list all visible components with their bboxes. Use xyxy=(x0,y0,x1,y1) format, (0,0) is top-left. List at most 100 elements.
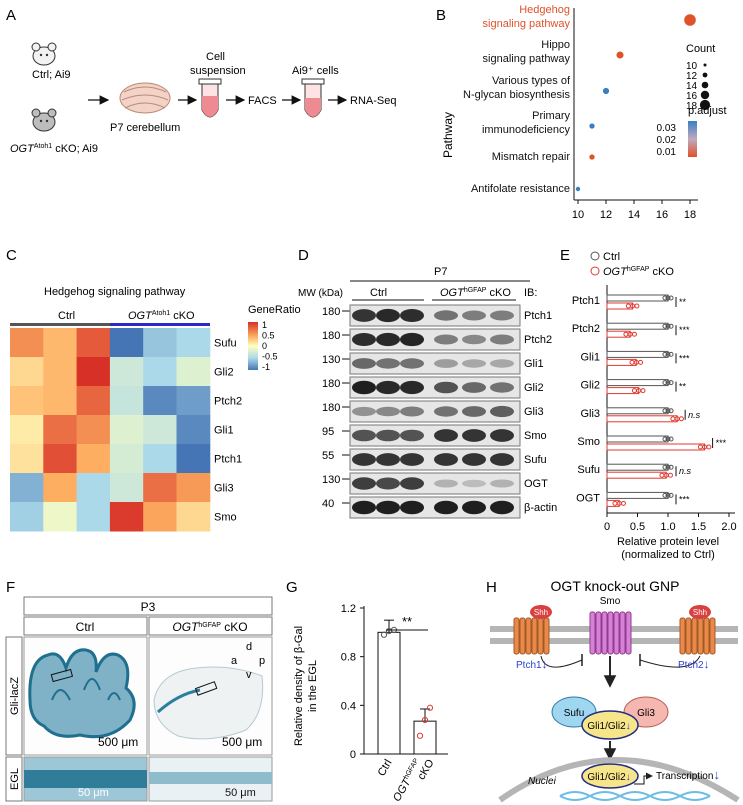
heatmap-cell xyxy=(76,386,111,416)
cko-label: OGThGFAP cKO xyxy=(440,287,511,299)
pathway-label: Hippo signaling pathway xyxy=(483,39,571,65)
heatmap-cell xyxy=(109,328,144,358)
shh-ligand xyxy=(530,605,552,619)
heatmap-cell xyxy=(76,415,111,445)
panel-c: C Hedgehog signaling pathway Ctrl OGTAto… xyxy=(6,247,301,532)
heatmap-cell xyxy=(43,386,78,416)
heatmap-row-label: Ptch2 xyxy=(214,396,242,408)
blot-band xyxy=(462,382,486,393)
count-legend-label: 14 xyxy=(686,81,698,92)
row-label-box xyxy=(5,636,23,756)
age-label: P7 xyxy=(434,266,447,278)
bar-cko xyxy=(606,302,634,310)
blot-band xyxy=(490,429,514,442)
bar-ctrl xyxy=(606,407,669,415)
data-point xyxy=(668,492,674,498)
colorbar-ticks: 10.50-0.5-1 xyxy=(262,320,278,372)
ctrl-genotype-label: Ctrl; Ai9 xyxy=(32,69,71,81)
padj-legend-label: 0.01 xyxy=(657,147,677,158)
data-point xyxy=(668,464,674,470)
category-label: Ptch2 xyxy=(572,323,600,335)
panel-letter: A xyxy=(6,7,16,24)
ib-label: Smo xyxy=(524,430,547,442)
significance-label: *** xyxy=(679,325,690,335)
heatmap-cell xyxy=(176,415,211,445)
blot-band xyxy=(352,500,376,515)
bar-ctrl xyxy=(606,379,669,387)
blot-band xyxy=(462,359,486,368)
heatmap-cell xyxy=(43,473,78,503)
pathway-label: Primary immunodeficiency xyxy=(482,110,571,136)
significance-label: ** xyxy=(679,297,687,307)
blot-band xyxy=(434,359,458,368)
row-label-gli-lacz: Gli-lacZ xyxy=(9,677,21,715)
data-point xyxy=(426,704,434,711)
mw-label: 95 xyxy=(322,426,334,438)
x-tick-label: 14 xyxy=(628,209,640,221)
panel-b: B Pathway Hedgehog signaling pathway Hippo… xyxy=(436,4,727,221)
scale-bar-label: 500 μm xyxy=(98,735,138,749)
pathway-label: Hedgehog signaling pathway xyxy=(483,4,571,30)
dna-strand xyxy=(559,791,711,801)
heatmap-row-label: Sufu xyxy=(214,338,237,350)
y-axis-title: Relative density of β-Gal xyxy=(293,626,305,746)
mw-label: 55 xyxy=(322,450,334,462)
ib-label: Gli2 xyxy=(524,382,544,394)
heatmap-cell xyxy=(176,357,211,387)
y-axis-title: Pathway xyxy=(441,112,455,158)
data-point xyxy=(662,295,668,301)
data-point xyxy=(665,295,671,301)
transcription-arrow xyxy=(634,772,653,785)
legend-count-title: Count xyxy=(686,43,715,55)
heatmap-row-label: Ptch1 xyxy=(214,454,242,466)
blot-band xyxy=(490,359,514,368)
mw-label: 130 xyxy=(322,474,340,486)
data-point xyxy=(665,492,671,498)
mw-label: 40 xyxy=(322,498,334,510)
data-point xyxy=(662,492,668,498)
blot-band xyxy=(352,453,376,466)
heatmap-cell xyxy=(143,502,177,532)
y-tick-label: 0.4 xyxy=(341,700,356,712)
data-point xyxy=(640,388,646,394)
test-tube-icon xyxy=(301,78,325,118)
group-label-ctrl: Ctrl xyxy=(58,310,75,322)
blot-band xyxy=(352,358,376,369)
pathway-label: Various types of N-glycan biosynthesis xyxy=(463,75,571,101)
ib-label: Sufu xyxy=(524,454,547,466)
count-legend-dot xyxy=(703,63,707,67)
ib-label: Gli1 xyxy=(524,358,544,370)
category-label: Sufu xyxy=(577,464,600,476)
data-point xyxy=(665,351,671,357)
cko-group-bar xyxy=(110,323,210,326)
blot-band xyxy=(400,477,424,490)
blot-band xyxy=(400,406,424,417)
blot-band xyxy=(462,334,486,345)
x-tick-label: 1.5 xyxy=(691,521,706,533)
x-label-ctrl: Ctrl xyxy=(376,758,395,779)
significance-label: n.s xyxy=(679,466,692,476)
blot-band xyxy=(352,406,376,417)
egl-layer xyxy=(149,772,272,784)
blot-band xyxy=(434,500,458,515)
blot-band xyxy=(376,358,400,369)
ctrl-header-box xyxy=(23,616,148,636)
mw-label: 180 xyxy=(322,378,340,390)
inhibition-arrow xyxy=(540,655,583,668)
data-point xyxy=(662,464,668,470)
blot-band xyxy=(376,332,400,347)
mouse-icon xyxy=(31,42,57,66)
panel-h: H OGT knock-out GNP Shh Smo Shh Ptch1↓ P… xyxy=(486,578,740,803)
data-point xyxy=(668,436,674,442)
bar-cko xyxy=(606,358,637,366)
bar-cko xyxy=(606,330,631,338)
significance-label: *** xyxy=(679,353,690,363)
ctrl-group-bar xyxy=(10,323,110,326)
data-point xyxy=(421,716,429,724)
bar-ctrl xyxy=(606,491,669,499)
blot-band xyxy=(462,500,486,515)
colorbar-tick-label: 1 xyxy=(262,320,267,330)
data-point xyxy=(380,631,388,638)
pathway-label: Antifolate resistance xyxy=(471,183,570,195)
